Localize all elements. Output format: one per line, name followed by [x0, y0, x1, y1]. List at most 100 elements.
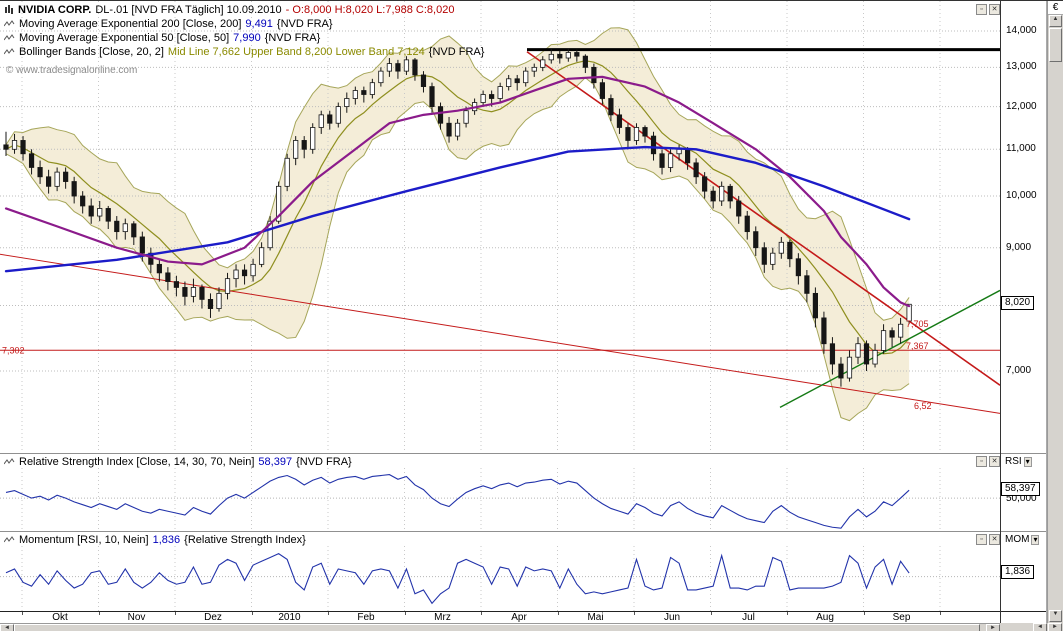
month-tick: [175, 612, 176, 615]
month-tick: [251, 612, 253, 615]
instrument-header: NVIDIA CORP. DL-.01 [NVD FRA Täglich] 10…: [4, 3, 454, 16]
bollinger-name: Bollinger Bands [Close, 20, 2]: [19, 45, 164, 58]
price-annotation: 6,52: [914, 401, 932, 411]
indicator-line-icon: [4, 535, 15, 544]
momentum-value-badge: 1,836: [1001, 565, 1035, 580]
ema200-name: Moving Average Exponential 200 [Close, 2…: [19, 17, 242, 30]
trendline-uptrend-green[interactable]: [779, 289, 1000, 408]
month-tick: [404, 612, 406, 615]
price-axis[interactable]: 8,020 RSI ▾ 58,397 50,000 MOM ▾ 1,836 14…: [1001, 1, 1046, 623]
rsi-axis-text: RSI: [1005, 456, 1022, 467]
rsi-line: [5, 474, 910, 529]
panel-options-button[interactable]: ▫: [976, 456, 987, 467]
scrollbar-divider: [1046, 1, 1047, 623]
month-label: Sep: [892, 612, 911, 623]
momentum-name: Momentum [RSI, 10, Nein]: [19, 533, 149, 546]
month-label: Okt: [52, 612, 68, 623]
horizontal-scrollbar[interactable]: ◄ ►: [0, 623, 1000, 631]
panel-close-button[interactable]: ✕: [989, 456, 1000, 467]
instrument-desc: DL-.01 [NVD FRA Täglich] 10.09.2010: [95, 3, 282, 16]
indicator-line-icon: [4, 457, 15, 466]
momentum-header: Momentum [RSI, 10, Nein] 1,836 {Relative…: [4, 533, 306, 546]
indicator-line-icon: [4, 19, 15, 28]
ema200-suffix: {NVD FRA}: [276, 17, 333, 30]
month-tick: [710, 612, 712, 615]
rsi-value-badge: 58,397: [1001, 482, 1040, 497]
price-annotation: 7,705: [906, 319, 929, 329]
price-chart-plot[interactable]: 7,705 7,367 6,52 7,302: [0, 1, 1000, 453]
time-axis[interactable]: Okt Nov Dez 2010 Feb Mrz Apr Mai Jun Jul Aug Sep: [0, 612, 1000, 623]
bollinger-values: Mid Line 7,662 Upper Band 8,200 Lower Ba…: [167, 45, 425, 58]
last-price-badge: 8,020: [1001, 296, 1035, 311]
rsi-value: 58,397: [258, 455, 293, 468]
momentum-value: 1,836: [152, 533, 181, 546]
month-tick: [940, 612, 941, 615]
indicator-header-bollinger: Bollinger Bands [Close, 20, 2] Mid Line …: [4, 45, 484, 58]
price-tick-label: 9,000: [1006, 241, 1032, 253]
scroll-left-icon[interactable]: ◄: [0, 624, 14, 631]
indicator-header-ema50: Moving Average Exponential 50 [Close, 50…: [4, 31, 320, 44]
month-tick: [481, 612, 482, 615]
momentum-axis-dropdown-icon[interactable]: ▾: [1031, 534, 1040, 545]
copyright-note: © www.tradesignalonline.com: [6, 65, 138, 76]
momentum-plot[interactable]: [0, 546, 1000, 611]
trendline-downtrend-steep[interactable]: [526, 51, 1000, 386]
momentum-panel-buttons: ▫ ✕: [976, 534, 1000, 545]
month-label: Dez: [204, 612, 222, 623]
rsi-suffix: {NVD FRA}: [296, 455, 352, 468]
corner-scroll-right-icon[interactable]: ►: [1048, 623, 1062, 631]
candlestick-icon: [4, 5, 14, 14]
ema50-name: Moving Average Exponential 50 [Close, 50…: [19, 31, 230, 44]
month-label: Aug: [816, 612, 834, 623]
month-tick: [634, 612, 635, 615]
month-tick: [98, 612, 100, 615]
month-tick: [557, 612, 559, 615]
symbol-name: NVIDIA CORP.: [18, 3, 92, 16]
rsi-plot[interactable]: [0, 468, 1000, 531]
rsi-axis-dropdown-icon[interactable]: ▾: [1023, 456, 1032, 467]
horizontal-scrollbar-thumb[interactable]: [14, 624, 980, 631]
rsi-mid-tick: 50,000: [1006, 493, 1037, 505]
momentum-line: [5, 553, 910, 605]
scroll-up-icon[interactable]: ▲: [1049, 15, 1062, 27]
price-annotation: 7,302: [2, 345, 25, 355]
price-tick-label: 13,000: [1006, 61, 1037, 73]
panel-close-button[interactable]: ✕: [989, 534, 1000, 545]
currency-axis-button[interactable]: €: [1048, 1, 1063, 15]
month-label: Jun: [663, 612, 681, 623]
momentum-suffix: {Relative Strength Index}: [184, 533, 306, 546]
price-panel-buttons: ▫ ✕: [976, 4, 1000, 15]
rsi-header: Relative Strength Index [Close, 14, 30, …: [4, 455, 352, 468]
rsi-name: Relative Strength Index [Close, 14, 30, …: [19, 455, 255, 468]
ohlc-readout: - O:8,000 H:8,020 L:7,988 C:8,020: [285, 3, 455, 16]
scroll-right-icon[interactable]: ►: [986, 624, 1000, 631]
indicator-line-icon: [4, 47, 15, 56]
price-tick-label: 12,000: [1006, 100, 1037, 112]
month-tick: [787, 612, 788, 615]
month-tick: [863, 612, 865, 615]
price-tick-label: 7,000: [1006, 364, 1032, 376]
month-tick: [22, 612, 23, 615]
month-label: Mai: [587, 612, 604, 623]
panel-close-button[interactable]: ✕: [989, 4, 1000, 15]
vertical-scrollbar[interactable]: € ▲ ▼: [1047, 1, 1063, 623]
month-tick: [328, 612, 329, 615]
month-label: Jul: [742, 612, 755, 623]
price-tick-label: 11,000: [1006, 143, 1036, 155]
price-annotation: 7,367: [906, 341, 929, 351]
scroll-down-icon[interactable]: ▼: [1049, 610, 1062, 622]
momentum-axis-label: MOM ▾: [1005, 534, 1040, 545]
ema50-line: [4, 75, 911, 308]
panel-options-button[interactable]: ▫: [976, 4, 987, 15]
bollinger-mid-line: [5, 60, 910, 355]
scrollbar-corner: ◄ ►: [1000, 623, 1063, 631]
vertical-scrollbar-thumb[interactable]: [1049, 28, 1062, 62]
momentum-axis-text: MOM: [1005, 534, 1030, 545]
rsi-panel-buttons: ▫ ✕: [976, 456, 1000, 467]
month-label: Mrz: [434, 612, 451, 623]
month-label: Nov: [127, 612, 146, 623]
panel-separator: [0, 531, 1047, 532]
corner-scroll-left-icon[interactable]: ◄: [1033, 623, 1047, 631]
panel-options-button[interactable]: ▫: [976, 534, 987, 545]
